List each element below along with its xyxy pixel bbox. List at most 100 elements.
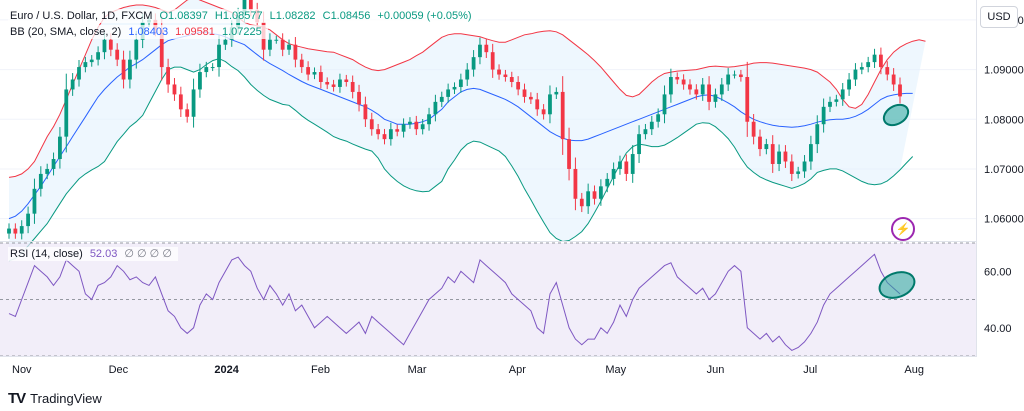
- candle-body: [859, 67, 864, 70]
- high-value: H1.08577: [214, 10, 263, 22]
- candle-body: [178, 94, 183, 110]
- candle-body: [605, 178, 610, 187]
- candle-body: [853, 69, 858, 80]
- candle-body: [13, 228, 18, 234]
- candle-body: [656, 114, 661, 122]
- candle-body: [45, 168, 50, 174]
- candle-body: [344, 79, 349, 82]
- low-value: L1.08282: [269, 10, 316, 22]
- candle-body: [471, 57, 476, 70]
- candle-body: [758, 136, 762, 150]
- candle-body: [637, 134, 641, 155]
- bollinger-lower-value: 1.07225: [221, 26, 262, 38]
- candle-body: [306, 67, 311, 75]
- candle-body: [598, 186, 603, 199]
- candle-body: [573, 168, 578, 199]
- candle-body: [420, 124, 425, 130]
- candle-body: [879, 54, 883, 68]
- candle-body: [427, 114, 431, 125]
- brand-name: TradingView: [30, 391, 102, 406]
- candle-body: [77, 67, 81, 80]
- rsi-title[interactable]: RSI (14, close): [10, 248, 83, 260]
- candle-body: [382, 134, 387, 140]
- candle-body: [350, 81, 355, 92]
- candle-body: [541, 109, 546, 115]
- candle-body: [847, 79, 851, 90]
- candle-body: [293, 44, 298, 60]
- bollinger-title[interactable]: BB (20, SMA, close, 2): [10, 26, 122, 38]
- candle-body: [675, 77, 680, 80]
- candle-body: [134, 39, 139, 60]
- candle-body: [408, 121, 412, 125]
- bollinger-band-fill: [9, 0, 926, 261]
- candle-body: [26, 213, 30, 227]
- time-tick-label: Nov: [12, 364, 32, 376]
- candle-body: [159, 29, 164, 68]
- candle-body: [681, 79, 686, 85]
- rsi-highlight-marker: [878, 271, 916, 299]
- candle-body: [522, 89, 527, 97]
- candle-body: [223, 39, 228, 45]
- candle-body: [217, 44, 221, 68]
- candle-body: [630, 154, 635, 174]
- candle-body: [121, 59, 126, 80]
- candle-body: [414, 121, 419, 130]
- candle-body: [204, 67, 209, 73]
- rsi-extra-values: ∅ ∅ ∅ ∅: [124, 248, 172, 260]
- time-tick-label: Apr: [509, 364, 526, 376]
- candle-body: [70, 79, 75, 90]
- rsi-tick-label: 60.00: [984, 266, 1012, 278]
- candle-body: [796, 171, 801, 174]
- candle-body: [719, 84, 724, 95]
- candle-body: [185, 109, 190, 117]
- time-tick-label: Dec: [109, 364, 129, 376]
- candle-body: [579, 198, 584, 207]
- time-tick-label: 2024: [214, 364, 239, 376]
- candle-body: [325, 81, 330, 85]
- currency-button[interactable]: USD: [980, 6, 1018, 28]
- candlestick-series: [7, 0, 902, 240]
- time-tick-label: Aug: [904, 364, 924, 376]
- candle-body: [153, 19, 158, 30]
- candle-body: [458, 79, 463, 87]
- symbol-title[interactable]: Euro / U.S. Dollar, 1D, FXCM: [10, 10, 153, 22]
- candle-body: [51, 159, 56, 169]
- candle-body: [363, 104, 368, 120]
- candle-body: [242, 0, 247, 15]
- candle-body: [89, 59, 94, 63]
- candle-body: [707, 84, 711, 102]
- candle-body: [388, 129, 393, 140]
- candle-body: [484, 44, 489, 53]
- candle-body: [726, 74, 731, 85]
- candle-body: [618, 161, 622, 169]
- candle-body: [783, 151, 788, 162]
- candle-body: [764, 144, 769, 150]
- candle-body: [789, 161, 794, 174]
- time-tick-label: May: [605, 364, 626, 376]
- candle-body: [611, 168, 616, 179]
- candle-body: [490, 52, 495, 70]
- candle-body: [802, 161, 807, 172]
- tradingview-logo-icon: TV: [8, 390, 26, 407]
- candle-body: [503, 74, 508, 78]
- candle-body: [331, 84, 336, 87]
- candle-body: [554, 91, 559, 95]
- time-tick-label: Feb: [311, 364, 330, 376]
- candle-body: [401, 124, 406, 132]
- rsi-tick-label: 40.00: [984, 323, 1012, 335]
- candle-body: [166, 67, 171, 85]
- time-tick-label: Jun: [707, 364, 725, 376]
- candle-body: [452, 86, 457, 90]
- candle-body: [369, 119, 374, 130]
- candle-body: [649, 121, 654, 130]
- time-tick-label: Jul: [803, 364, 817, 376]
- candle-body: [592, 191, 597, 199]
- candle-body: [891, 74, 896, 85]
- candle-body: [64, 89, 69, 137]
- tradingview-brand: TV TradingView: [8, 390, 102, 407]
- candle-body: [376, 129, 381, 135]
- lightning-bolt-icon[interactable]: ⚡: [891, 217, 915, 241]
- candle-body: [338, 79, 342, 87]
- candle-body: [32, 188, 37, 214]
